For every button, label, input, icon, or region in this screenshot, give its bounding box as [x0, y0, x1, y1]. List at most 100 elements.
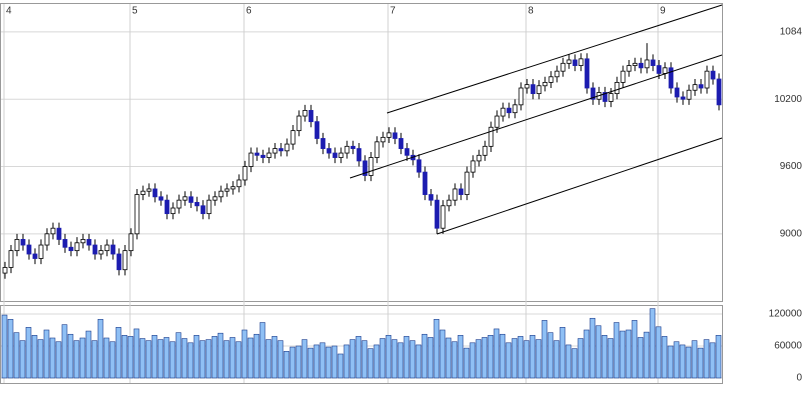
volume-bar: [643, 331, 650, 379]
volume-bar: [391, 339, 398, 379]
candle-body: [344, 145, 350, 154]
volume-bar: [625, 329, 632, 379]
candle-body: [332, 152, 338, 158]
volume-bar: [577, 338, 584, 379]
candle-body: [110, 244, 116, 255]
candle-body: [686, 89, 692, 100]
candle-body: [386, 132, 392, 138]
candle-body: [56, 227, 62, 240]
volume-bar: [271, 336, 278, 379]
volume-bar: [67, 333, 74, 379]
volume-bar: [367, 348, 374, 379]
candle-body: [422, 171, 428, 195]
candle-body: [674, 87, 680, 98]
volume-bar: [229, 337, 236, 379]
candle-body: [206, 199, 212, 215]
volume-bar: [187, 342, 194, 379]
volume-bar: [661, 336, 668, 379]
candle-body: [260, 154, 266, 158]
candle-body: [68, 246, 74, 252]
candle-body: [14, 239, 20, 252]
volume-bar: [253, 333, 260, 379]
candle-body: [116, 253, 122, 271]
x-tick-label: 7: [390, 6, 396, 17]
volume-bar: [547, 332, 554, 379]
candle-body: [452, 188, 458, 201]
candle-body: [506, 107, 512, 114]
volume-bar: [715, 335, 722, 379]
volume-bar: [259, 322, 266, 379]
volume-bar: [319, 342, 326, 379]
volume-bar: [649, 308, 656, 379]
volume-bar: [25, 327, 32, 379]
volume-bar: [439, 329, 446, 379]
volume-bar: [457, 335, 464, 379]
volume-bar: [655, 326, 662, 379]
candle-body: [404, 148, 410, 156]
volume-bar: [679, 344, 686, 379]
candle-body: [428, 194, 434, 201]
volume-bar: [637, 337, 644, 379]
volume-bar: [355, 336, 362, 379]
candle-body: [698, 84, 704, 89]
candle-body: [98, 250, 104, 255]
candle-body: [92, 244, 98, 255]
volume-bar: [493, 328, 500, 379]
volume-bar: [163, 337, 170, 379]
candle-body: [632, 62, 638, 66]
marks: [1, 43, 722, 379]
candle-body: [224, 188, 230, 192]
candle-body: [302, 110, 308, 117]
volume-bar: [181, 338, 188, 379]
candle-body: [8, 250, 14, 268]
volume-bar: [421, 333, 428, 379]
volume-bar: [307, 347, 314, 379]
candle-body: [482, 145, 488, 156]
volume-bar: [685, 346, 692, 379]
x-tick-label: 5: [132, 6, 138, 17]
candle-body: [242, 166, 248, 181]
candle-body: [584, 58, 590, 89]
volume-bar: [73, 340, 80, 379]
volume-bar: [199, 340, 206, 379]
volume-bar: [97, 319, 104, 379]
volume-bar: [529, 335, 536, 379]
candle-body: [704, 70, 710, 89]
candle-body: [638, 62, 644, 69]
candle-body: [164, 199, 170, 215]
candle-body: [170, 207, 176, 215]
volume-bar: [325, 346, 332, 379]
volume-bar: [283, 351, 290, 379]
candle-body: [416, 159, 422, 173]
candle-body: [470, 160, 476, 173]
volume-bar: [43, 329, 50, 379]
volume-bar: [337, 353, 344, 379]
volume-bar: [109, 341, 116, 379]
candle-body: [212, 196, 218, 201]
candle-body: [146, 188, 152, 192]
candle-body: [608, 93, 614, 102]
volume-bar: [505, 342, 512, 379]
candle-body: [392, 132, 398, 139]
candle-body: [680, 96, 686, 100]
candle-body: [710, 70, 716, 80]
candle-body: [2, 267, 8, 274]
volume-bar: [133, 328, 140, 379]
candle-body: [314, 121, 320, 139]
candle-body: [356, 148, 362, 162]
candle-body: [278, 148, 284, 152]
trend-line: [436, 137, 723, 235]
price-panel: [0, 3, 723, 302]
x-tick-label: 6: [246, 6, 252, 17]
candle-body: [134, 194, 140, 235]
volume-bar: [553, 340, 560, 379]
volume-bar: [115, 327, 122, 379]
candle-body: [662, 67, 668, 74]
candle-body: [572, 59, 578, 66]
volume-bar: [427, 337, 434, 379]
volume-bar: [139, 338, 146, 379]
volume-bar: [631, 320, 638, 379]
candle-body: [620, 70, 626, 83]
candle-body: [488, 126, 494, 147]
volume-bar: [247, 337, 254, 379]
